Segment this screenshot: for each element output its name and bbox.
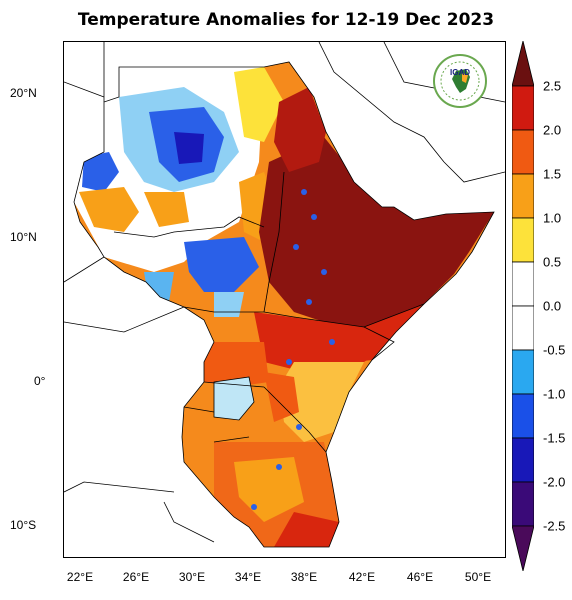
lon-label: 38°E (290, 570, 318, 584)
map-canvas (64, 42, 505, 548)
map-title: Temperature Anomalies for 12-19 Dec 2023 (77, 10, 495, 30)
lat-label: 20°N (10, 86, 37, 100)
lon-label: 42°E (348, 570, 376, 584)
anomaly-field (74, 62, 494, 547)
colorbar-label: -1.5 (543, 430, 566, 446)
anomaly-map (63, 41, 506, 558)
lon-label: 30°E (178, 570, 206, 584)
colorbar-label: 1.0 (543, 210, 562, 226)
lon-label: 26°E (122, 570, 150, 584)
lat-label: 0° (34, 374, 46, 388)
lon-label: 50°E (464, 570, 492, 584)
lat-label: 10°S (10, 518, 37, 532)
colorbar-label: 2.0 (543, 122, 562, 138)
lon-label: 22°E (66, 570, 94, 584)
lon-label: 34°E (234, 570, 262, 584)
colorbar (511, 40, 535, 572)
colorbar-label: -2.5 (543, 518, 566, 534)
svg-text:IGAD: IGAD (450, 68, 470, 77)
igad-logo: IGAD (432, 53, 488, 109)
colorbar-label: -0.5 (543, 342, 566, 358)
colorbar-label: -1.0 (543, 386, 566, 402)
colorbar-label: 1.5 (543, 166, 562, 182)
colorbar-label: -2.0 (543, 474, 566, 490)
lat-label: 10°N (10, 230, 37, 244)
lon-label: 46°E (406, 570, 434, 584)
colorbar-label: 0.5 (543, 254, 562, 270)
colorbar-label: 2.5 (543, 78, 562, 94)
country-borders (64, 42, 505, 548)
colorbar-label: 0.0 (543, 298, 562, 314)
